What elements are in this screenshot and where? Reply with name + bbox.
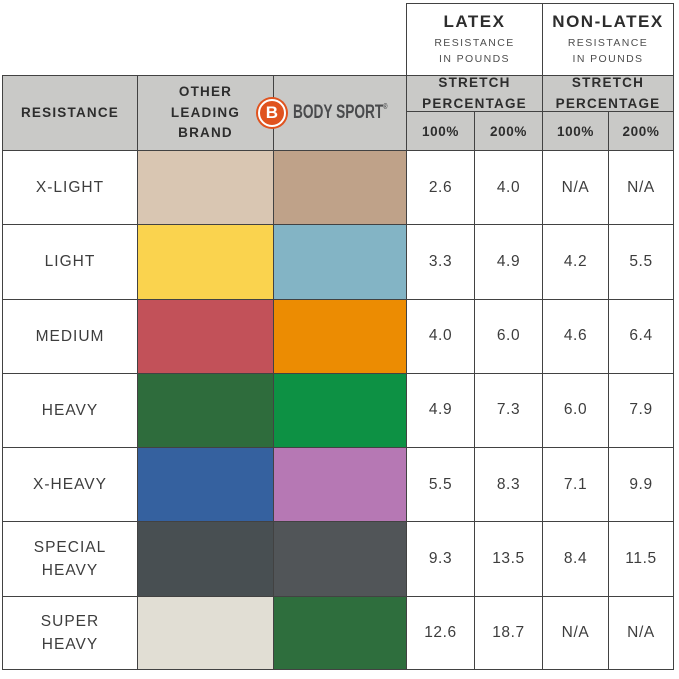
other-brand-column-header: OTHER LEADING BRAND bbox=[137, 75, 273, 150]
latex-group-header: LATEX RESISTANCE IN POUNDS bbox=[406, 3, 542, 75]
stretch-header-nonlatex: STRETCH PERCENTAGE bbox=[542, 75, 674, 111]
nonlatex-title: NON-LATEX bbox=[552, 11, 664, 31]
other-brand-swatch bbox=[137, 150, 273, 225]
nonlatex-group-header: NON-LATEX RESISTANCE IN POUNDS bbox=[542, 3, 674, 75]
bodysport-column-header: B BODY SPORT® bbox=[255, 75, 406, 150]
value-cell: 18.7 bbox=[474, 595, 542, 670]
other-brand-swatch bbox=[137, 224, 273, 299]
latex-200-header: 200% bbox=[474, 111, 542, 150]
row-label: HEAVY bbox=[2, 372, 137, 448]
bodysport-logo-circle-icon: B bbox=[255, 97, 288, 129]
other-brand-swatch bbox=[137, 298, 273, 373]
bodysport-logo: B BODY SPORT® bbox=[255, 97, 424, 129]
value-cell: 12.6 bbox=[406, 595, 474, 670]
value-cell: 11.5 bbox=[608, 521, 674, 596]
bodysport-swatch bbox=[273, 595, 406, 670]
value-cell: 3.3 bbox=[406, 224, 474, 299]
value-cell: 8.3 bbox=[474, 447, 542, 522]
row-label: MEDIUM bbox=[2, 298, 137, 373]
latex-title: LATEX bbox=[443, 11, 506, 31]
value-cell: 4.9 bbox=[406, 372, 474, 448]
value-cell: 9.3 bbox=[406, 521, 474, 596]
resistance-column-header: RESISTANCE bbox=[2, 75, 137, 150]
value-cell: N/A bbox=[608, 595, 674, 670]
value-cell: 7.3 bbox=[474, 372, 542, 448]
row-label: SPECIAL HEAVY bbox=[2, 521, 137, 596]
value-cell: 8.4 bbox=[542, 521, 608, 596]
nonlatex-100-header: 100% bbox=[542, 111, 608, 150]
table-grid: LATEX RESISTANCE IN POUNDS NON-LATEX RES… bbox=[2, 3, 674, 670]
value-cell: 4.2 bbox=[542, 224, 608, 299]
stretch-header-latex: STRETCH PERCENTAGE bbox=[406, 75, 542, 111]
nonlatex-200-header: 200% bbox=[608, 111, 674, 150]
bodysport-swatch bbox=[273, 298, 406, 373]
value-cell: 9.9 bbox=[608, 447, 674, 522]
value-cell: 4.9 bbox=[474, 224, 542, 299]
value-cell: 6.0 bbox=[474, 298, 542, 373]
other-brand-swatch bbox=[137, 447, 273, 522]
row-label: X-LIGHT bbox=[2, 150, 137, 225]
bodysport-swatch bbox=[273, 224, 406, 299]
value-cell: 7.9 bbox=[608, 372, 674, 448]
value-cell: 5.5 bbox=[608, 224, 674, 299]
row-label: LIGHT bbox=[2, 224, 137, 299]
value-cell: 13.5 bbox=[474, 521, 542, 596]
other-brand-swatch bbox=[137, 521, 273, 596]
value-cell: 5.5 bbox=[406, 447, 474, 522]
value-cell: 4.6 bbox=[542, 298, 608, 373]
bodysport-wordmark: BODY SPORT® bbox=[292, 102, 388, 123]
row-label: X-HEAVY bbox=[2, 447, 137, 522]
bodysport-swatch bbox=[273, 521, 406, 596]
value-cell: 4.0 bbox=[474, 150, 542, 225]
value-cell: 4.0 bbox=[406, 298, 474, 373]
bodysport-swatch bbox=[273, 372, 406, 448]
bodysport-swatch bbox=[273, 447, 406, 522]
value-cell: N/A bbox=[542, 150, 608, 225]
latex-100-header: 100% bbox=[406, 111, 474, 150]
logo-ring bbox=[257, 99, 286, 127]
latex-subtitle: RESISTANCE IN POUNDS bbox=[434, 36, 515, 65]
value-cell: N/A bbox=[608, 150, 674, 225]
other-brand-swatch bbox=[137, 372, 273, 448]
value-cell: N/A bbox=[542, 595, 608, 670]
registered-mark: ® bbox=[383, 102, 388, 111]
value-cell: 6.0 bbox=[542, 372, 608, 448]
bodysport-swatch bbox=[273, 150, 406, 225]
logo-b-icon: B bbox=[265, 102, 279, 122]
other-brand-swatch bbox=[137, 595, 273, 670]
value-cell: 6.4 bbox=[608, 298, 674, 373]
value-cell: 7.1 bbox=[542, 447, 608, 522]
row-label: SUPER HEAVY bbox=[2, 595, 137, 670]
value-cell: 2.6 bbox=[406, 150, 474, 225]
nonlatex-subtitle: RESISTANCE IN POUNDS bbox=[567, 36, 649, 65]
